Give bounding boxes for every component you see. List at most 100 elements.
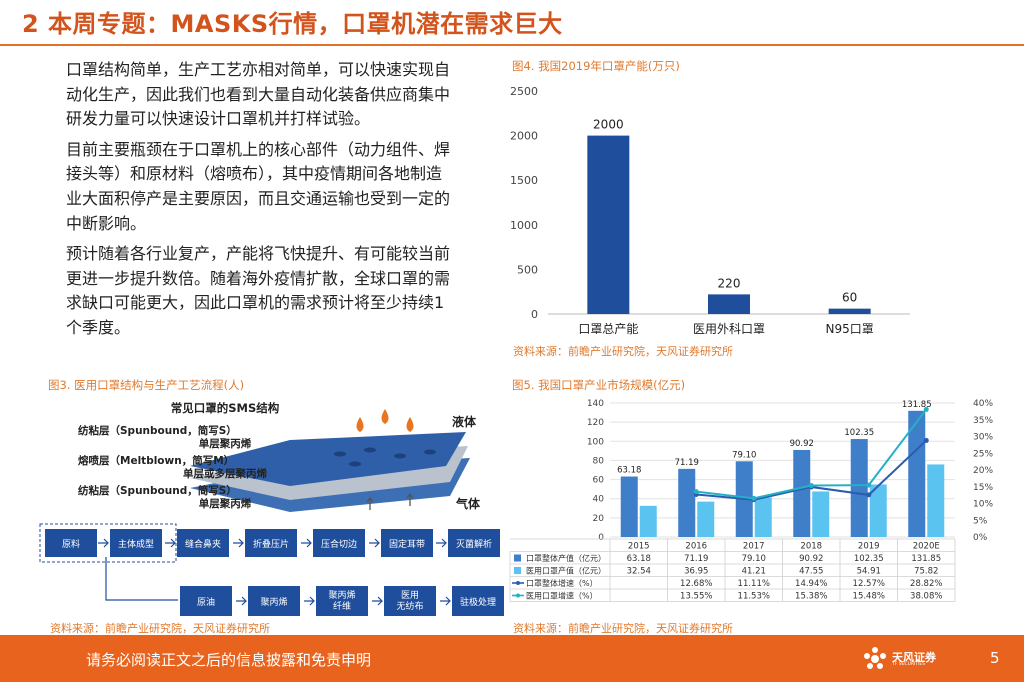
process-step xyxy=(313,529,365,557)
flow-arrow-icon xyxy=(304,596,315,606)
y-tick-label: 0 xyxy=(531,308,538,321)
bar-medical xyxy=(639,505,657,537)
process-step-label: 纤维 xyxy=(333,600,351,612)
line-point xyxy=(693,489,699,495)
y-tick-label: 2500 xyxy=(510,85,538,98)
paragraph: 目前主要瓶颈在于口罩机上的核心部件（动力组件、焊接头等）和原材料（熔喷布），其中… xyxy=(66,139,451,233)
bar-total xyxy=(678,468,696,537)
y-right-tick-label: 25% xyxy=(973,449,993,459)
bar-medical xyxy=(754,497,772,537)
table-cell: 71.19 xyxy=(684,554,708,564)
table-cell: 28.82% xyxy=(910,579,942,589)
table-cell: 12.57% xyxy=(853,579,885,589)
figure4-source: 资料来源：前瞻产业研究院，天风证券研究所 xyxy=(513,345,733,358)
layer-material: 单层或多层聚丙烯 xyxy=(183,467,267,480)
layer-spunbound-top xyxy=(190,432,466,486)
x-tick-label: N95口罩 xyxy=(826,322,874,336)
line-total-growth xyxy=(696,439,927,501)
table-cell: 102.35 xyxy=(854,554,884,564)
data-label: 2000 xyxy=(593,118,624,132)
process-step-label: 灭菌解析 xyxy=(456,538,492,550)
table-cell: 12.68% xyxy=(680,579,712,589)
flow-arrow-icon xyxy=(301,538,312,548)
table-cell: 131.85 xyxy=(911,554,941,564)
x-tick-label: 2020E xyxy=(913,542,940,552)
process-step xyxy=(452,586,504,616)
table-cell: 38.08% xyxy=(910,592,942,602)
process-step-label: 聚丙烯 xyxy=(260,596,287,608)
droplet-icon xyxy=(406,417,414,432)
bar-total xyxy=(850,439,868,537)
gas-arrow-icon xyxy=(406,492,414,506)
line-point xyxy=(866,492,872,498)
table-cell: 47.55 xyxy=(799,567,823,577)
y-right-tick-label: 35% xyxy=(973,416,993,426)
legend-entry: 口罩整体增速（%） xyxy=(526,578,598,588)
table-cell: 54.91 xyxy=(857,567,881,577)
table-cell: 32.54 xyxy=(627,567,651,577)
table-cell: 41.21 xyxy=(742,567,766,577)
process-step xyxy=(448,529,500,557)
process-step xyxy=(110,529,162,557)
legend-entry: 口罩整体产值（亿元） xyxy=(526,553,606,563)
paragraph: 口罩结构简单，生产工艺亦相对简单，可以快速实现自动化生产，因此我们也看到大量自动… xyxy=(66,60,451,129)
x-tick-label: 2019 xyxy=(858,542,880,552)
process-step xyxy=(316,586,368,616)
bar-medical xyxy=(812,491,830,537)
process-step-label: 原油 xyxy=(197,596,215,608)
layer-name: 纺粘层（Spunbound，简写S） xyxy=(78,484,237,497)
table-cell: 36.95 xyxy=(684,567,708,577)
page-title: 2 本周专题：MASKS行情，口罩机潜在需求巨大 xyxy=(22,10,563,38)
footer-bar: 请务必阅读正文之后的信息披露和免责申明 天风证券 TF SECURITIES 5 xyxy=(0,635,1024,682)
data-label: 60 xyxy=(842,291,857,305)
disclaimer-text: 请务必阅读正文之后的信息披露和免责申明 xyxy=(86,651,372,669)
body-text: 口罩结构简单，生产工艺亦相对简单，可以快速实现自动化生产，因此我们也看到大量自动… xyxy=(66,58,451,347)
line-point xyxy=(751,495,757,501)
y-tick-label: 500 xyxy=(517,263,538,276)
figure5-caption: 图5. 我国口罩产业市场规模(亿元) xyxy=(512,378,686,392)
logo-text: 天风证券 xyxy=(892,651,936,664)
flow-arrow-icon xyxy=(165,538,176,548)
gas-arrow-icon xyxy=(366,496,374,510)
line-point xyxy=(923,406,929,412)
line-point xyxy=(923,437,929,443)
page-number: 5 xyxy=(990,649,1000,667)
y-right-tick-label: 5% xyxy=(973,516,988,526)
line-point xyxy=(808,482,814,488)
flow-arrow-icon xyxy=(236,596,247,606)
table-cell: 79.10 xyxy=(742,554,766,564)
flow-arrow-icon xyxy=(233,538,244,548)
bar-medical xyxy=(869,484,887,537)
bar-medical xyxy=(697,501,715,537)
pore xyxy=(424,449,436,455)
figure4-caption: 图4. 我国2019年口罩产能(万只) xyxy=(512,59,680,73)
table-cell: 75.82 xyxy=(914,567,938,577)
table-cell: 90.92 xyxy=(799,554,823,564)
flow-arrow-icon xyxy=(369,538,380,548)
bar-total xyxy=(620,476,638,537)
data-label: 220 xyxy=(718,276,741,290)
pore xyxy=(349,461,361,467)
y-left-tick-label: 100 xyxy=(587,437,604,447)
process-step xyxy=(180,586,232,616)
legend-swatch xyxy=(516,581,520,585)
flow-arrow-icon xyxy=(436,538,447,548)
y-left-tick-label: 20 xyxy=(593,514,605,524)
layer-name: 熔喷层（Meltblown，简写M） xyxy=(78,454,234,467)
gas-label: 气体 xyxy=(455,496,481,511)
flow-arrow-icon xyxy=(98,538,109,548)
pore xyxy=(334,451,346,457)
paragraph: 预计随着各行业复产，产能将飞快提升、有可能较当前更进一步提升数倍。随着海外疫情扩… xyxy=(66,244,451,337)
data-label: 102.35 xyxy=(844,428,874,438)
data-label: 63.18 xyxy=(617,466,641,476)
process-step-label: 医用 xyxy=(401,590,419,601)
process-step-label: 原料 xyxy=(62,538,80,550)
y-right-tick-label: 20% xyxy=(973,466,993,476)
logo-mark-icon xyxy=(864,647,886,669)
process-step-label: 聚丙烯 xyxy=(328,589,355,601)
droplet-icon xyxy=(356,417,364,432)
process-step-label: 缝合鼻夹 xyxy=(185,538,221,550)
y-tick-label: 1500 xyxy=(510,174,538,187)
process-step-label: 驻极处理 xyxy=(460,596,496,608)
process-step-label: 固定耳带 xyxy=(389,538,425,550)
